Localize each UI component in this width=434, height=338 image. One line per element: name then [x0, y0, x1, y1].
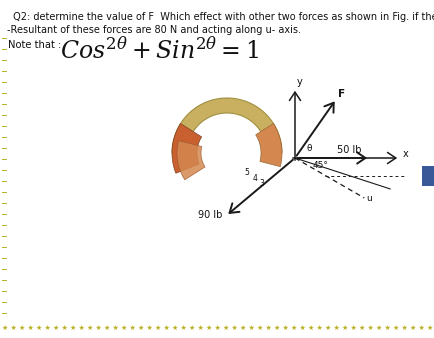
Text: θ: θ [306, 144, 312, 153]
Polygon shape [171, 123, 201, 173]
Text: 90 lb: 90 lb [197, 210, 222, 220]
Text: F: F [338, 89, 345, 99]
Text: 50 lb: 50 lb [336, 145, 361, 155]
Text: u: u [365, 194, 371, 203]
Text: Q2: determine the value of F  Which effect with other two forces as shown in Fig: Q2: determine the value of F Which effec… [10, 12, 434, 22]
Text: 45°: 45° [312, 161, 328, 170]
Text: y: y [296, 77, 302, 87]
Polygon shape [255, 123, 281, 167]
Text: -Resultant of these forces are 80 N and acting along u- axis.: -Resultant of these forces are 80 N and … [7, 25, 300, 35]
Text: 4: 4 [252, 174, 257, 183]
Text: 3: 3 [259, 179, 264, 188]
Text: x: x [402, 149, 408, 159]
Text: Note that :: Note that : [8, 40, 67, 50]
Text: 5: 5 [244, 168, 249, 177]
Bar [421, 166, 434, 186]
Polygon shape [177, 141, 204, 180]
Text: ★ ★ ★ ★ ★ ★ ★ ★ ★ ★ ★ ★ ★ ★ ★ ★ ★ ★ ★ ★ ★ ★ ★ ★ ★ ★ ★ ★ ★ ★ ★ ★ ★ ★ ★ ★ ★ ★ ★ ★ : ★ ★ ★ ★ ★ ★ ★ ★ ★ ★ ★ ★ ★ ★ ★ ★ ★ ★ ★ ★ … [2, 325, 434, 331]
Polygon shape [171, 98, 281, 153]
Text: $\mathit{Cos}^{2\theta} + \mathit{Sin}^{2\theta} = 1$: $\mathit{Cos}^{2\theta} + \mathit{Sin}^{… [60, 38, 258, 65]
